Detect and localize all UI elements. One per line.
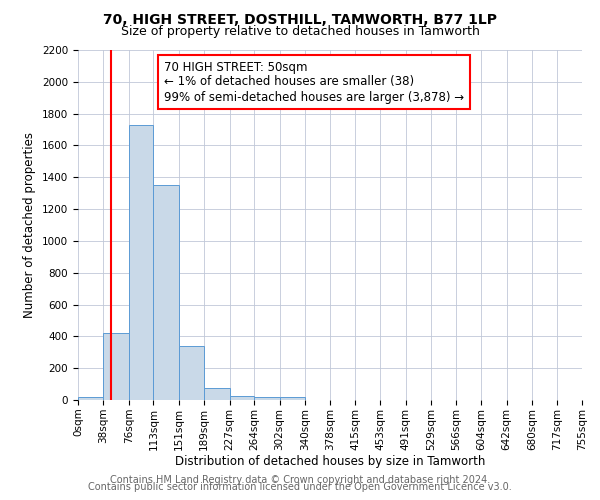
- Text: Size of property relative to detached houses in Tamworth: Size of property relative to detached ho…: [121, 25, 479, 38]
- Text: Contains HM Land Registry data © Crown copyright and database right 2024.: Contains HM Land Registry data © Crown c…: [110, 475, 490, 485]
- Text: 70, HIGH STREET, DOSTHILL, TAMWORTH, B77 1LP: 70, HIGH STREET, DOSTHILL, TAMWORTH, B77…: [103, 12, 497, 26]
- Bar: [230, 396, 254, 400]
- Bar: [254, 397, 280, 400]
- Bar: [179, 346, 204, 400]
- X-axis label: Distribution of detached houses by size in Tamworth: Distribution of detached houses by size …: [175, 456, 485, 468]
- Y-axis label: Number of detached properties: Number of detached properties: [23, 132, 37, 318]
- Bar: [129, 125, 154, 400]
- Text: Contains public sector information licensed under the Open Government Licence v3: Contains public sector information licen…: [88, 482, 512, 492]
- Text: 70 HIGH STREET: 50sqm
← 1% of detached houses are smaller (38)
99% of semi-detac: 70 HIGH STREET: 50sqm ← 1% of detached h…: [164, 60, 464, 104]
- Bar: [204, 388, 230, 400]
- Bar: [78, 397, 103, 400]
- Bar: [280, 397, 305, 400]
- Bar: [103, 333, 129, 400]
- Bar: [154, 185, 179, 400]
